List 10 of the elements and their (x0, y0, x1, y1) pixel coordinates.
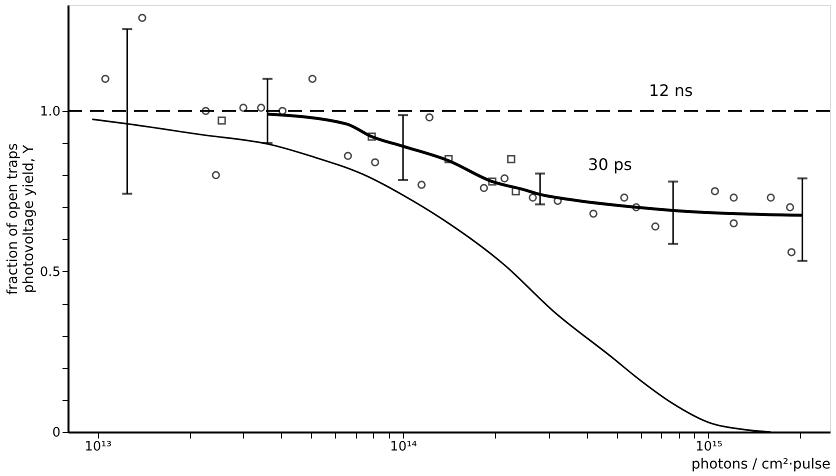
ref-line-label: 12 ns (648, 80, 693, 100)
x-axis-title: photons / cm²·pulse (691, 456, 830, 472)
y-tick-label: 1.0 (40, 104, 60, 120)
y-tick-label: 0.5 (40, 264, 60, 280)
y-axis-title: fraction of open traps photovoltage yield, Y (4, 143, 37, 295)
y-tick-label: 0 (52, 426, 60, 440)
x-tick-label: 10¹⁵ (695, 440, 722, 454)
series-label: 30 ps (588, 155, 632, 174)
x-tick-label: 10¹³ (84, 440, 112, 454)
x-tick-label: 10¹⁴ (390, 440, 418, 454)
